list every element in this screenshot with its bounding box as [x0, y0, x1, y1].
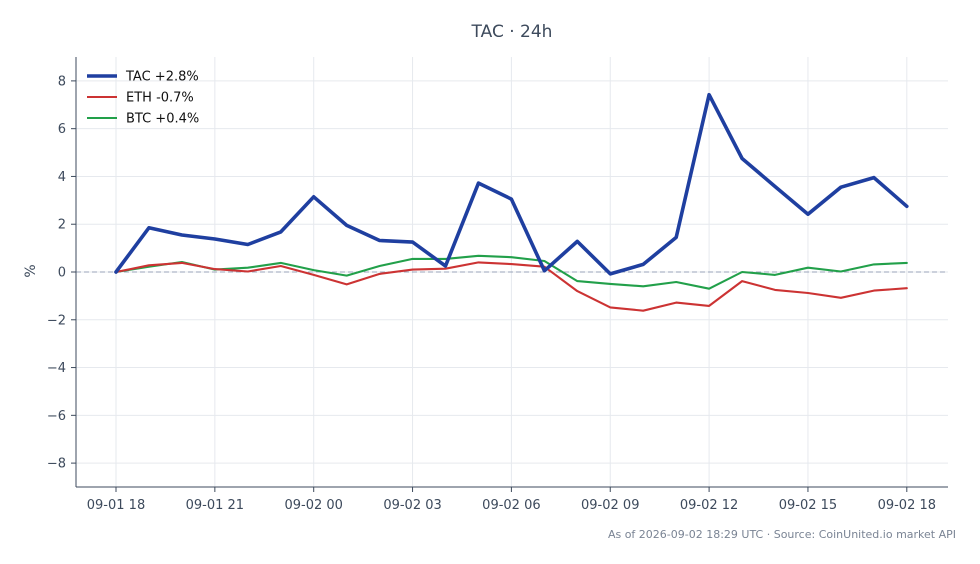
x-tick-label: 09-01 18 — [87, 498, 145, 513]
y-axis-label: % — [23, 264, 39, 277]
y-tick-label: −6 — [47, 409, 66, 424]
x-tick-label: 09-02 00 — [284, 498, 342, 513]
series-layer — [114, 92, 909, 312]
legend: TAC +2.8% ETH -0.7% BTC +0.4% — [87, 70, 199, 127]
y-axis-ticks: −8 −6 −4 −2 0 2 4 6 8 — [47, 74, 76, 472]
legend-label: ETH -0.7% — [126, 91, 194, 106]
legend-label: TAC +2.8% — [125, 70, 199, 85]
y-tick-label: −4 — [47, 361, 66, 376]
x-tick-label: 09-02 09 — [581, 498, 639, 513]
source-footer: As of 2026-09-02 18:29 UTC · Source: Coi… — [608, 528, 956, 541]
legend-label: BTC +0.4% — [126, 112, 199, 127]
x-tick-label: 09-02 15 — [779, 498, 837, 513]
series-line-btc — [114, 254, 908, 290]
chart-title: TAC · 24h — [471, 22, 553, 42]
x-axis-ticks: 09-01 18 09-01 21 09-02 00 09-02 03 09-02 06… — [87, 487, 936, 513]
x-tick-label: 09-02 12 — [680, 498, 738, 513]
x-tick-label: 09-02 06 — [482, 498, 540, 513]
y-tick-label: −2 — [47, 313, 66, 328]
y-tick-label: 6 — [58, 122, 66, 137]
y-tick-label: 0 — [58, 266, 66, 281]
series-line-eth — [114, 261, 908, 312]
y-tick-label: 2 — [58, 218, 66, 233]
x-tick-label: 09-02 03 — [383, 498, 441, 513]
x-tick-label: 09-02 18 — [878, 498, 936, 513]
y-tick-label: 4 — [58, 170, 66, 185]
x-tick-label: 09-01 21 — [186, 498, 244, 513]
series-line-tac — [114, 92, 909, 276]
y-tick-label: −8 — [47, 457, 66, 472]
y-tick-label: 8 — [58, 74, 66, 89]
